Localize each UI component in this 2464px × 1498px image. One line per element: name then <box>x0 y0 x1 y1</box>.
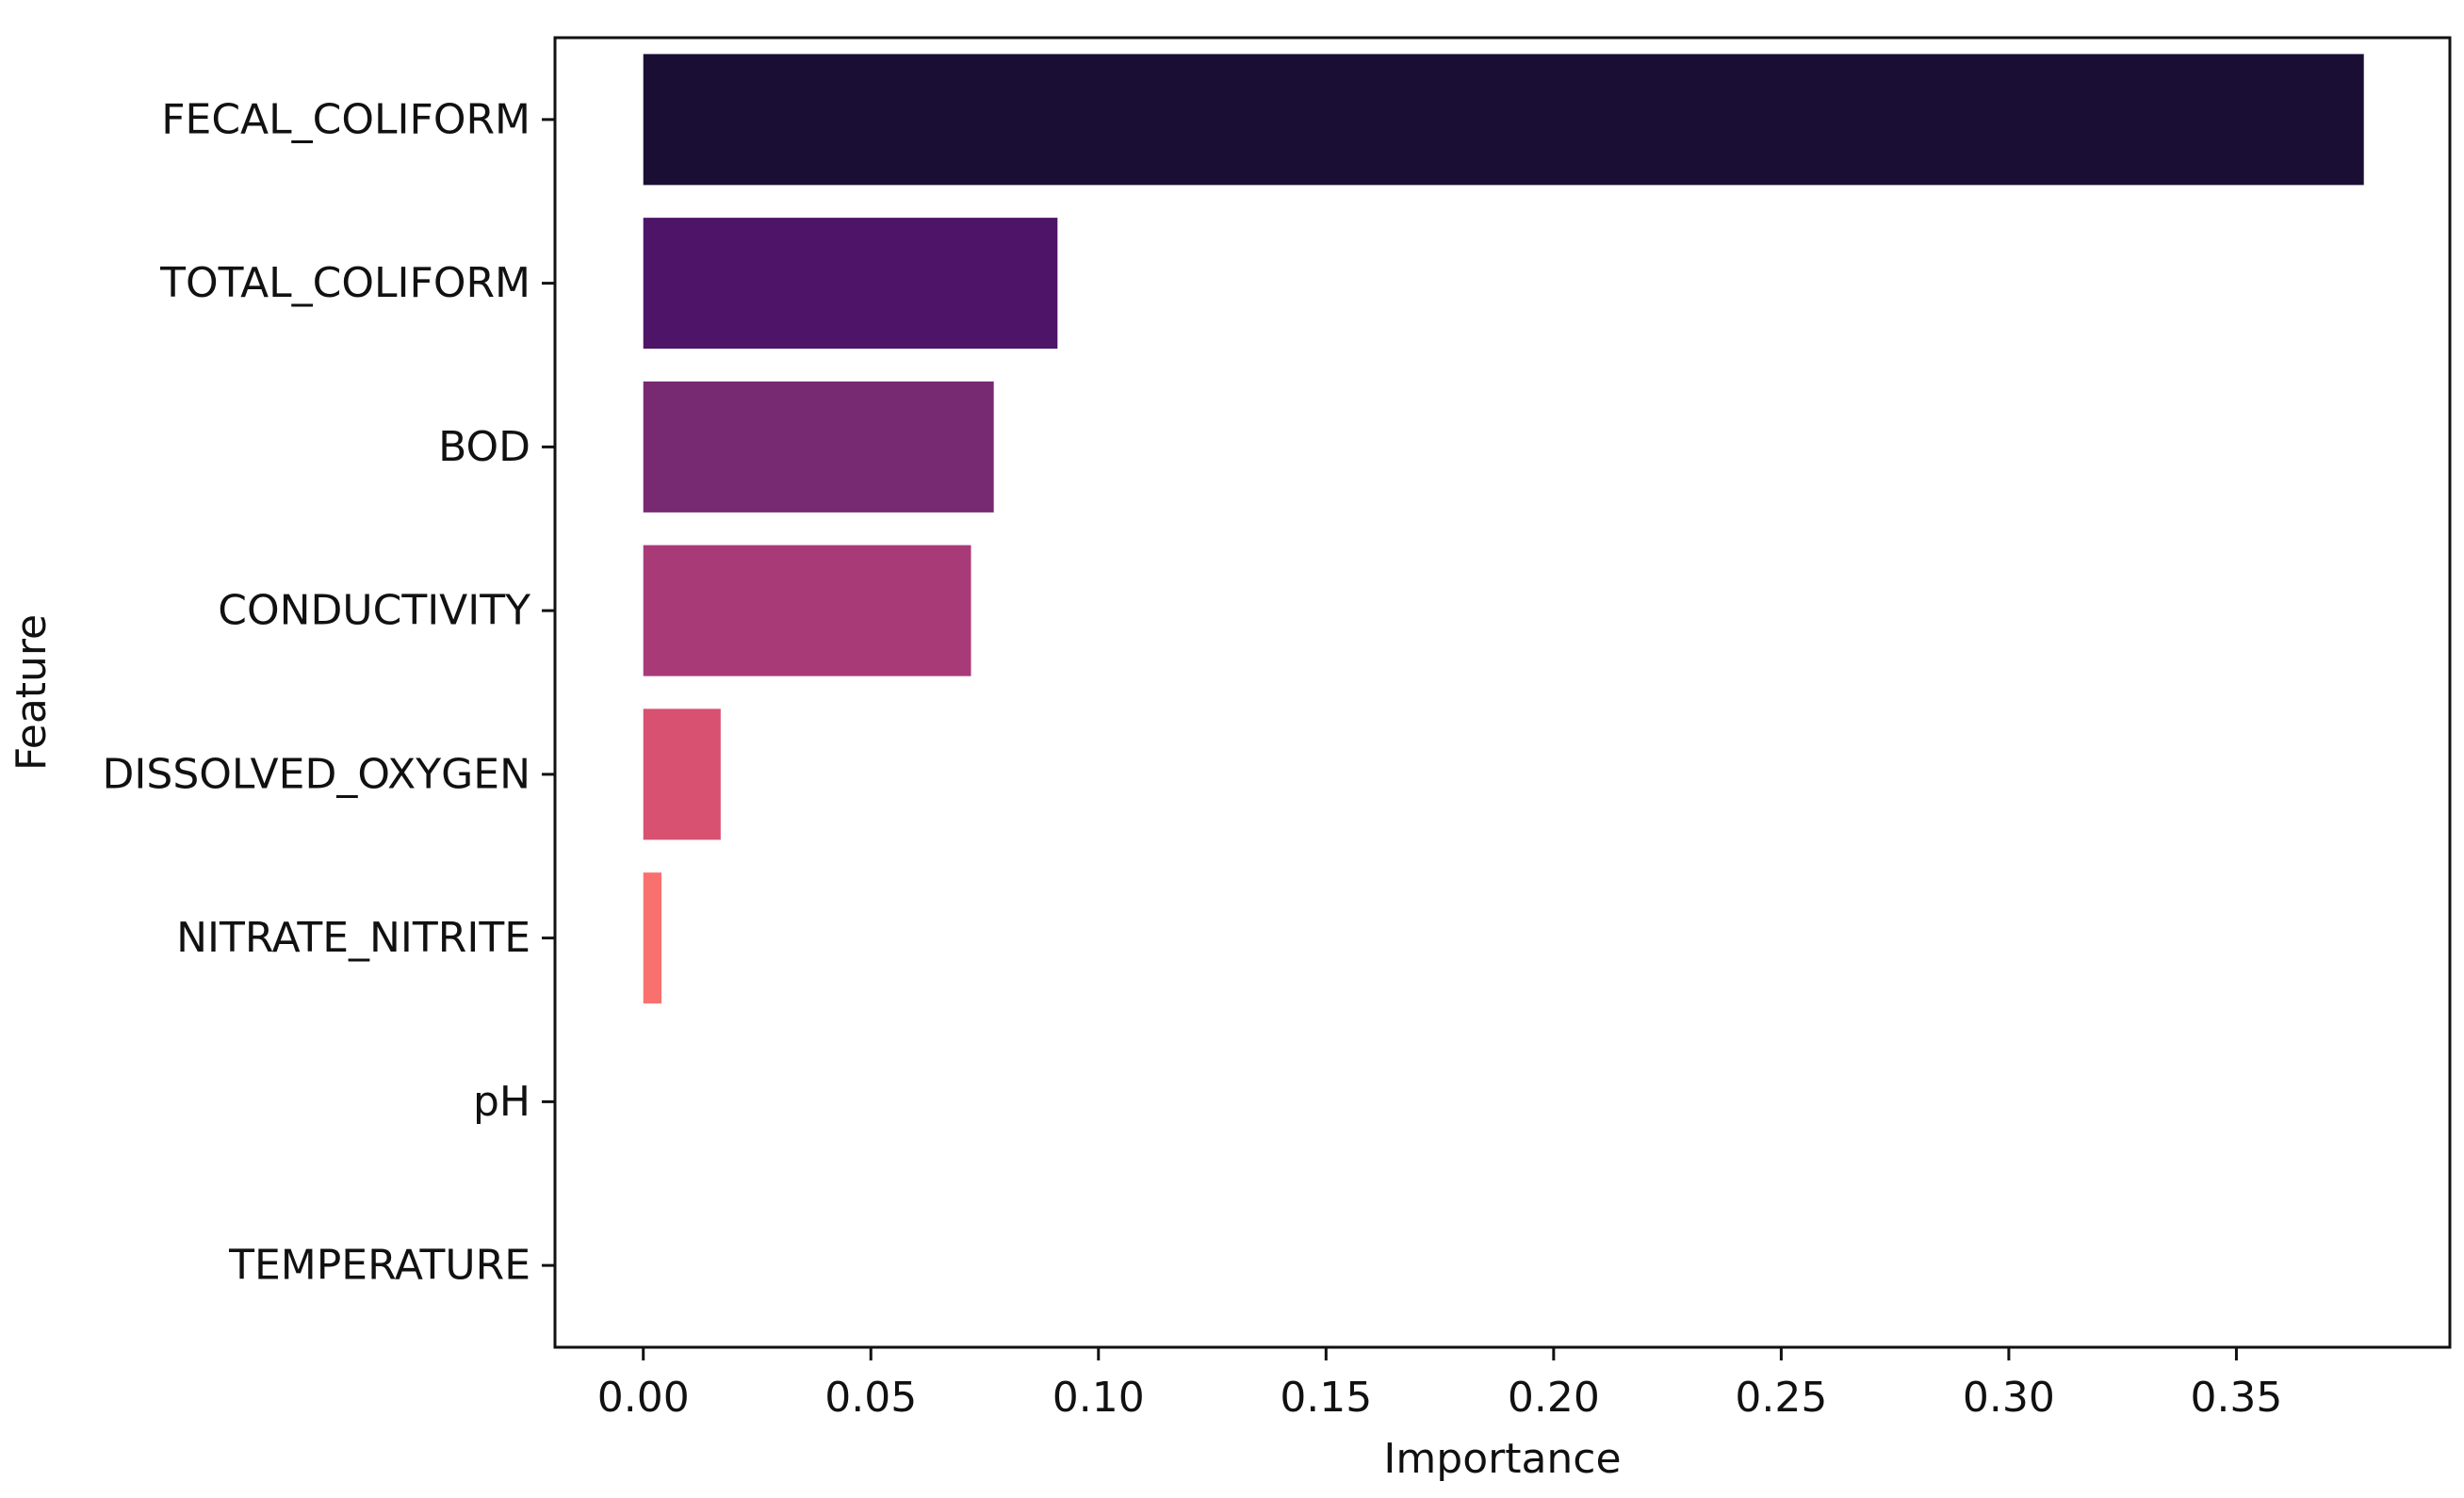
x-tick-label: 0.05 <box>824 1374 917 1422</box>
y-axis-title: Feature <box>8 614 56 771</box>
bar-nitrate-nitrite <box>643 872 662 1004</box>
y-axis-ticks: FECAL_COLIFORM TOTAL_COLIFORM BOD CONDUCTIV… <box>103 95 555 1290</box>
bar-conductivity <box>643 545 971 676</box>
x-tick-label: 0.30 <box>1963 1374 2055 1422</box>
x-axis-title: Importance <box>1383 1435 1621 1483</box>
y-tick-label: BOD <box>438 423 530 471</box>
x-tick-label: 0.35 <box>2190 1374 2282 1422</box>
y-tick-label: NITRATE_NITRITE <box>176 914 530 962</box>
x-tick-label: 0.20 <box>1508 1374 1600 1422</box>
y-tick-label: DISSOLVED_OXYGEN <box>103 750 530 798</box>
x-tick-label: 0.15 <box>1280 1374 1372 1422</box>
bar-dissolved-oxygen <box>643 708 721 840</box>
y-tick-label: TOTAL_COLIFORM <box>159 259 530 307</box>
y-tick-label: TEMPERATURE <box>228 1242 530 1290</box>
x-axis-ticks: 0.00 0.05 0.10 0.15 0.20 0.25 0.30 0.35 <box>597 1347 2282 1422</box>
bars-group <box>643 54 2364 1004</box>
x-tick-label: 0.00 <box>597 1374 690 1422</box>
y-tick-label: pH <box>473 1078 530 1126</box>
y-tick-label: FECAL_COLIFORM <box>161 95 530 143</box>
x-tick-label: 0.25 <box>1735 1374 1827 1422</box>
bar-total-coliform <box>643 218 1058 350</box>
bar-bod <box>643 381 994 513</box>
bar-fecal-coliform <box>643 54 2364 186</box>
y-tick-label: CONDUCTIVITY <box>218 587 530 635</box>
plot-frame <box>553 36 2452 1349</box>
x-tick-label: 0.10 <box>1053 1374 1145 1422</box>
